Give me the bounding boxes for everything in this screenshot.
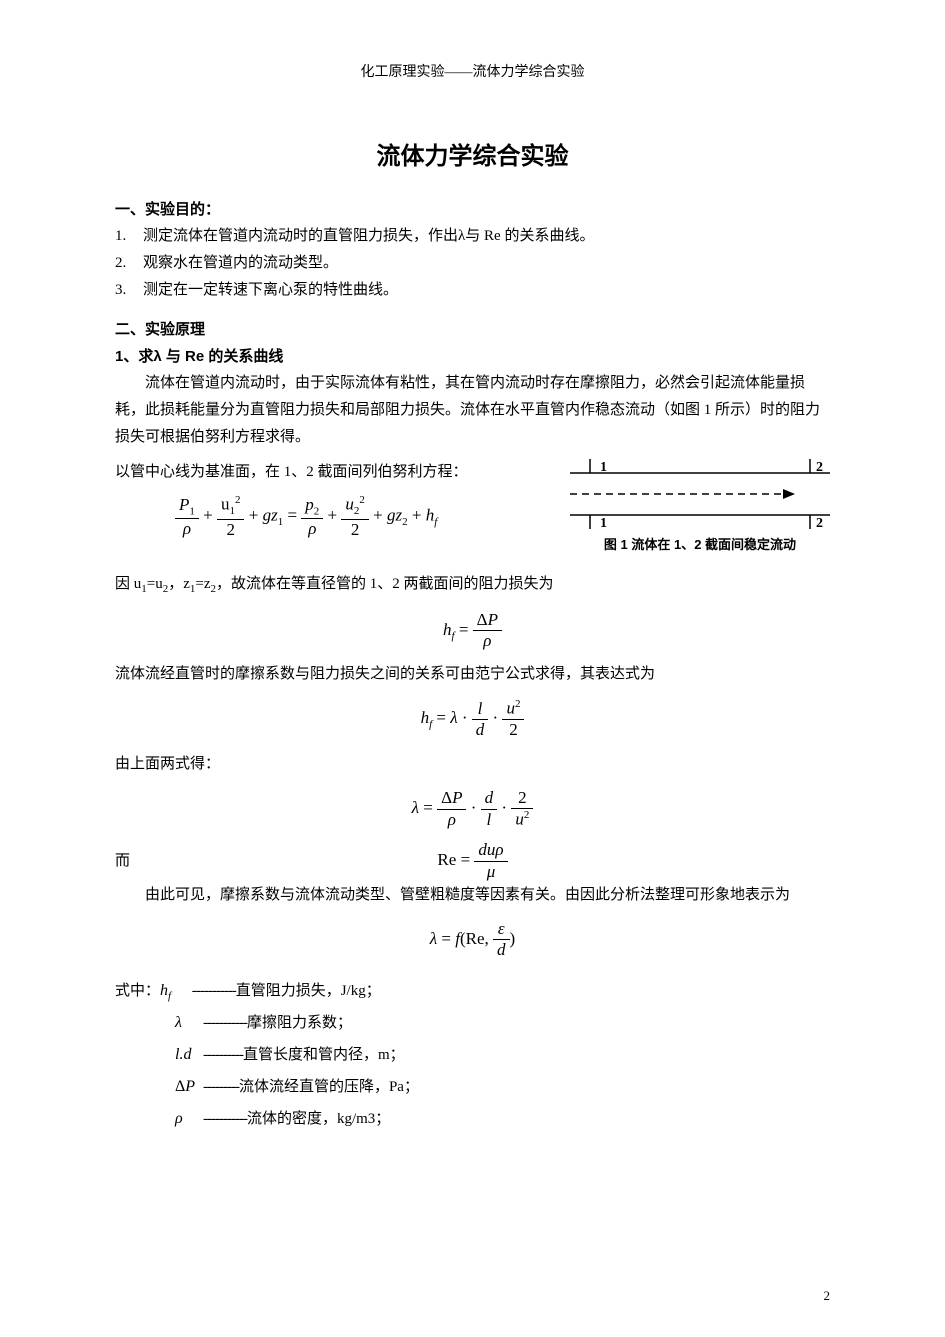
symbol-row: λ -----------摩擦阻力系数； xyxy=(175,1007,830,1039)
symbol-row: ΔP ---------流体流经直管的压降，Pa； xyxy=(175,1071,830,1103)
equation-fanning: hf = λ · ld · u22 xyxy=(115,698,830,740)
item-text: 测定在一定转速下离心泵的特性曲线。 xyxy=(143,277,398,304)
svg-text:2: 2 xyxy=(816,516,823,529)
page-number: 2 xyxy=(824,1284,831,1307)
objectives-list: 1. 测定流体在管道内流动时的直管阻力损失，作出λ与 Re 的关系曲线。 2. … xyxy=(115,223,830,304)
equation-with-figure: 以管中心线为基准面，在 1、2 截面间列伯努利方程： P1ρ + u122 + … xyxy=(115,459,830,556)
item-text: 观察水在管道内的流动类型。 xyxy=(143,250,338,277)
svg-text:2: 2 xyxy=(816,460,823,475)
equation-hf: hf = ΔPρ xyxy=(115,610,830,652)
symbol-list: λ -----------摩擦阻力系数； l.d ----------直管长度和… xyxy=(175,1007,830,1135)
paragraph: 因 u1=u2，z1=z2，故流体在等直径管的 1、2 两截面间的阻力损失为 xyxy=(115,571,830,600)
equation-lambda-f: λ = f(Re, εd) xyxy=(115,919,830,961)
item-number: 1. xyxy=(115,223,143,250)
section-2-head: 二、实验原理 xyxy=(115,316,830,343)
equation-reynolds: Re = duρμ xyxy=(175,840,770,882)
symbol-row: ρ -----------流体的密度，kg/m3； xyxy=(175,1103,830,1135)
paragraph: 流体流经直管时的摩擦系数与阻力损失之间的关系可由范宁公式求得，其表达式为 xyxy=(115,661,830,688)
document-title: 流体力学综合实验 xyxy=(115,135,830,178)
equation-reynolds-row: 而 Re = duρμ xyxy=(115,840,830,882)
item-number: 2. xyxy=(115,250,143,277)
svg-text:1: 1 xyxy=(600,460,607,475)
paragraph: 由此可见，摩擦系数与流体流动类型、管壁粗糙度等因素有关。由因此分析法整理可形象地… xyxy=(115,882,830,909)
paragraph: 以管中心线为基准面，在 1、2 截面间列伯努利方程： xyxy=(115,459,560,486)
symbol-definitions: 式中：hf -----------直管阻力损失，J/kg； xyxy=(115,977,830,1007)
list-item: 2. 观察水在管道内的流动类型。 xyxy=(115,250,830,277)
paragraph: 由上面两式得： xyxy=(115,751,830,778)
label: 而 xyxy=(115,848,175,875)
subsection-head: 1、求λ 与 Re 的关系曲线 xyxy=(115,343,830,370)
figure-1: 1 2 1 2 图 1 流体在 1、2 截面间稳定流动 xyxy=(570,459,830,556)
page-header: 化工原理实验——流体力学综合实验 xyxy=(115,60,830,85)
list-item: 1. 测定流体在管道内流动时的直管阻力损失，作出λ与 Re 的关系曲线。 xyxy=(115,223,830,250)
item-number: 3. xyxy=(115,277,143,304)
paragraph: 流体在管道内流动时，由于实际流体有粘性，其在管内流动时存在摩擦阻力，必然会引起流… xyxy=(115,370,830,451)
svg-text:1: 1 xyxy=(600,516,607,529)
list-item: 3. 测定在一定转速下离心泵的特性曲线。 xyxy=(115,277,830,304)
figure-caption: 图 1 流体在 1、2 截面间稳定流动 xyxy=(570,533,830,556)
item-text: 测定流体在管道内流动时的直管阻力损失，作出λ与 Re 的关系曲线。 xyxy=(143,223,594,250)
bernoulli-equation: P1ρ + u122 + gz1 = p2ρ + u222 + gz2 + hf xyxy=(175,494,560,540)
equation-lambda: λ = ΔPρ · dl · 2u2 xyxy=(115,788,830,830)
symbol-row: l.d ----------直管长度和管内径，m； xyxy=(175,1039,830,1071)
section-1-head: 一、实验目的： xyxy=(115,196,830,223)
pipe-diagram: 1 2 1 2 xyxy=(570,459,830,529)
